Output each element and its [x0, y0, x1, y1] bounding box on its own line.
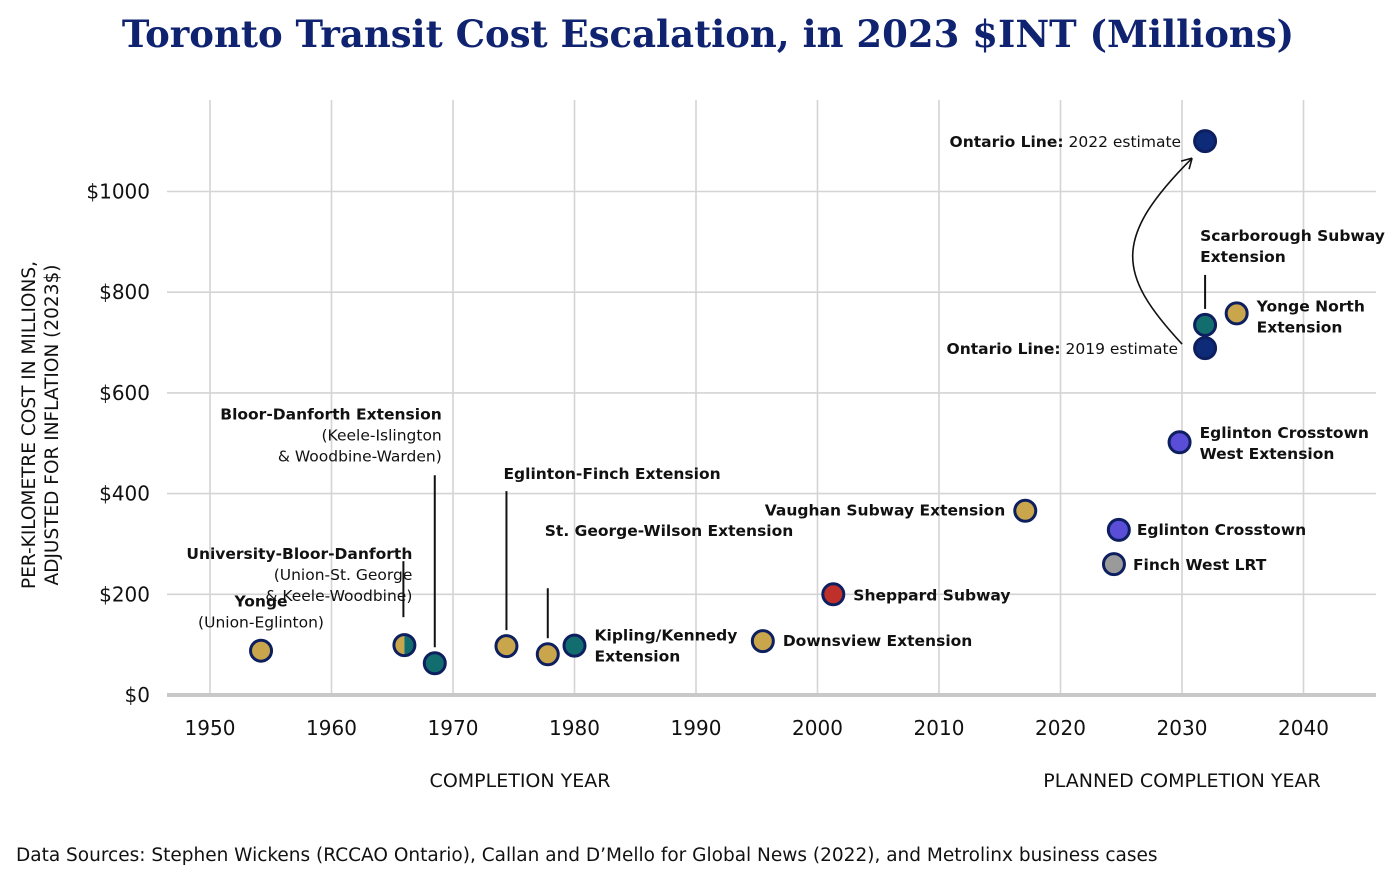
point-marker	[750, 629, 775, 654]
y-tick-label: $1000	[86, 180, 150, 204]
point-label-line: (Union-St. George	[274, 566, 413, 584]
point-marker	[494, 634, 519, 659]
point-label-yonge-north: Yonge North	[1256, 297, 1365, 315]
point-label-line: & Keele-Woodbine)	[265, 587, 412, 605]
point-marker	[1101, 552, 1126, 577]
x-tick-labels: 1950 1960 1970 1980 1990 2000 2010 2020 2030 2040	[185, 716, 1329, 740]
point-marker	[562, 633, 587, 658]
y-tick-labels: $0 $200 $400 $600 $800 $1000	[86, 180, 150, 708]
point-label-downsview-extension: Downsview Extension	[783, 632, 973, 650]
point-label-eglinton-crosstown: Eglinton Crosstown	[1200, 424, 1369, 442]
x-tick-label: 2010	[914, 716, 965, 740]
point-marker	[1013, 498, 1038, 523]
point-label-line: West Extension	[1200, 445, 1335, 463]
y-tick-label: $800	[99, 280, 150, 304]
point-label-ontario-line: Ontario Line: 2019 estimate	[947, 340, 1179, 358]
x-tick-label: 2040	[1278, 716, 1329, 740]
data-points	[249, 129, 1249, 676]
point-label-line: & Woodbine-Warden)	[278, 447, 442, 465]
point-label-ontario-line: Ontario Line: 2022 estimate	[950, 133, 1182, 151]
point-label-sheppard-subway: Sheppard Subway	[853, 586, 1010, 604]
x-tick-label: 1990	[671, 716, 722, 740]
point-marker	[249, 638, 274, 663]
point-marker	[821, 582, 846, 607]
point-label-line: (Keele-Islington	[322, 426, 442, 444]
estimate-arrow	[1131, 157, 1193, 345]
x-tick-label: 2030	[1157, 716, 1208, 740]
x-tick-label: 2000	[792, 716, 843, 740]
point-marker	[1167, 430, 1192, 455]
leader-lines	[402, 157, 1207, 648]
point-marker	[422, 651, 447, 676]
point-label-yonge: Yonge	[233, 593, 287, 611]
point-label-eglinton-crosstown: Eglinton Crosstown	[1137, 521, 1306, 539]
point-label-line: Extension	[1200, 248, 1286, 266]
point-labels: Yonge (Union-Eglinton) University-Bloor-Da…	[186, 133, 1384, 666]
y-tick-label: $0	[125, 683, 150, 707]
point-marker	[535, 642, 560, 667]
point-marker	[1106, 517, 1131, 542]
source-note: Data Sources: Stephen Wickens (RCCAO Ont…	[16, 845, 1158, 866]
point-label-eglinton-finch-extension: Eglinton-Finch Extension	[503, 465, 720, 483]
x-tick-label: 1980	[549, 716, 600, 740]
y-axis-title-line-1: PER-KILOMETRE COST IN MILLIONS,	[19, 261, 40, 589]
point-label-university-bloor-danforth: University-Bloor-Danforth	[186, 545, 412, 563]
chart-title: Toronto Transit Cost Escalation, in 2023…	[122, 12, 1294, 56]
x-tick-label: 1960	[306, 716, 357, 740]
point-label-line: (Union-Eglinton)	[198, 614, 324, 632]
estimate-arrowhead	[1180, 157, 1193, 170]
point-marker	[1193, 129, 1218, 154]
point-label-st-george-wilson-extension: St. George-Wilson Extension	[545, 522, 794, 540]
point-label-bloor-danforth-extension: Bloor-Danforth Extension	[220, 405, 442, 423]
grid	[167, 100, 1376, 697]
point-label-scarborough-subway: Scarborough Subway	[1200, 227, 1385, 245]
point-marker	[1193, 312, 1218, 337]
y-tick-label: $600	[99, 381, 150, 405]
point-marker	[1193, 336, 1218, 361]
y-tick-label: $400	[99, 482, 150, 506]
point-label-line: Extension	[1257, 318, 1343, 336]
point-marker	[392, 633, 417, 658]
point-label-finch-west-lrt: Finch West LRT	[1133, 556, 1267, 574]
y-tick-label: $200	[99, 582, 150, 606]
y-axis-title-line-2: ADJUSTED FOR INFLATION (2023$)	[42, 265, 63, 586]
x-axis-title-right: PLANNED COMPLETION YEAR	[1043, 770, 1320, 792]
x-tick-label: 1970	[428, 716, 479, 740]
point-label-kipling-kennedy: Kipling/Kennedy	[595, 627, 738, 645]
x-axis-title-left: COMPLETION YEAR	[430, 770, 611, 792]
x-tick-label: 2020	[1035, 716, 1086, 740]
point-label-line: Extension	[595, 648, 681, 666]
x-tick-label: 1950	[185, 716, 236, 740]
point-label-vaughan-subway-extension: Vaughan Subway Extension	[765, 502, 1006, 520]
point-marker	[1224, 301, 1249, 326]
